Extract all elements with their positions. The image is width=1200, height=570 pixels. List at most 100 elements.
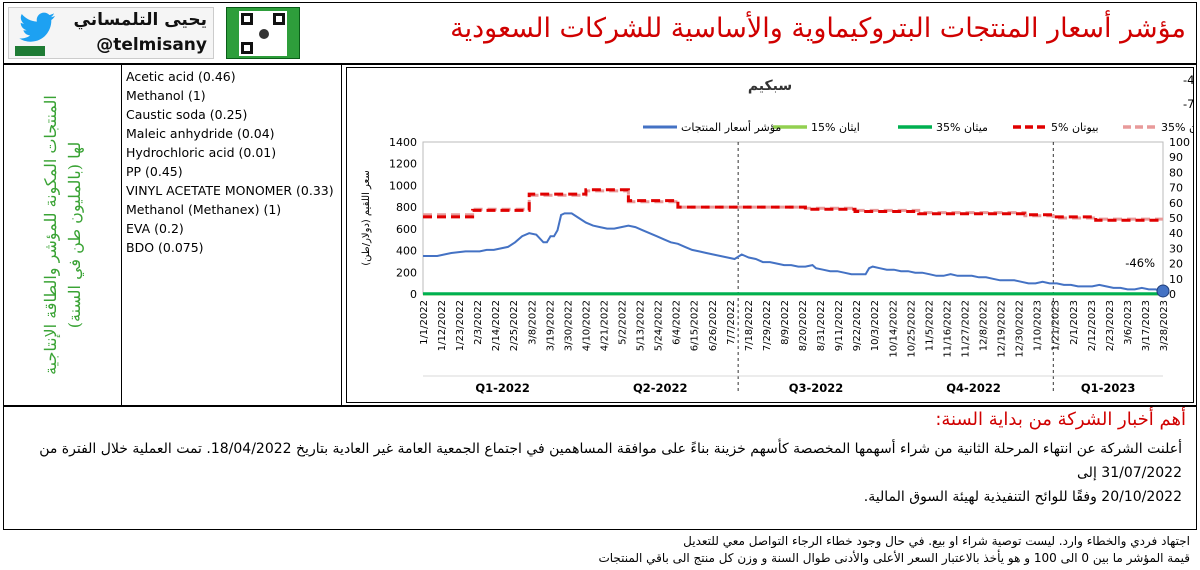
y2-tick-label: 20 <box>1169 258 1183 271</box>
quarter-label: Q1-2023 <box>1081 381 1136 395</box>
brand-banner[interactable]: يحيى التلمساني @telmisany <box>8 7 214 59</box>
x-tick-label: 5/2/2022 <box>618 300 629 345</box>
y-tick-label: 400 <box>396 245 417 258</box>
series-line-index <box>423 212 1163 292</box>
legend-label-butane: بيوتان %5 <box>1051 121 1099 134</box>
products-list: Acetic acid (0.46) Methanol (1) Caustic … <box>122 65 342 405</box>
x-tick-label: 5/13/2022 <box>636 300 647 351</box>
x-tick-label: 10/25/2022 <box>906 300 917 358</box>
legend-label-propane: بروبان %35 <box>1161 121 1193 134</box>
product-item: Hydrochloric acid (0.01) <box>126 145 277 160</box>
series-line-butane <box>423 188 1163 222</box>
x-tick-label: 2/23/2023 <box>1105 300 1116 351</box>
legend-label-index: مؤشر أسعار المنتجات <box>681 120 781 134</box>
x-tick-label: 11/16/2022 <box>942 300 953 358</box>
x-tick-label: 2/12/2023 <box>1087 300 1098 351</box>
side-label-text: المنتجات المكونة للمؤشر والطاقة الإنتاجي… <box>40 95 84 375</box>
x-tick-label: 10/3/2022 <box>870 300 881 351</box>
y2-tick-label: 80 <box>1169 166 1183 179</box>
x-tick-label: 3/19/2022 <box>545 300 556 351</box>
y2-tick-label: 0 <box>1169 288 1176 301</box>
y-tick-label: 600 <box>396 223 417 236</box>
product-item: VINYL ACETATE MONOMER (0.33) <box>126 183 334 198</box>
x-tick-label: 3/6/2023 <box>1123 300 1134 345</box>
x-tick-label: 2/1/2023 <box>1069 300 1080 345</box>
x-tick-label: 1/12/2022 <box>437 300 448 351</box>
y-tick-label: 800 <box>396 201 417 214</box>
y-tick-label: 1200 <box>389 158 417 171</box>
main-panel: المنتجات المكونة للمؤشر والطاقة الإنتاجي… <box>3 64 1200 406</box>
y2-tick-label: 50 <box>1169 212 1183 225</box>
product-item: Methanol (Methanex) (1) <box>126 202 282 217</box>
x-tick-label: 1/21/2023 <box>1051 300 1062 351</box>
y-tick-label: 0 <box>410 288 417 301</box>
product-item: Methanol (1) <box>126 88 206 103</box>
product-item: PP (0.45) <box>126 164 183 179</box>
product-item: Maleic anhydride (0.04) <box>126 126 275 141</box>
plot-area <box>422 141 1164 295</box>
x-tick-label: 8/31/2022 <box>816 300 827 351</box>
x-tick-label: 7/7/2022 <box>726 300 737 345</box>
legend-label-methane: ميثان %35 <box>936 121 988 134</box>
x-tick-label: 6/26/2022 <box>708 300 719 351</box>
series-end-point-index <box>1156 284 1170 298</box>
brand-name: يحيى التلمساني <box>73 10 207 30</box>
y2-tick-label: 90 <box>1169 151 1183 164</box>
y-tick-label: 1000 <box>389 179 417 192</box>
x-tick-label: 6/15/2022 <box>690 300 701 351</box>
brand-handle[interactable]: @telmisany <box>96 35 207 55</box>
header: يحيى التلمساني @telmisany مؤشر أسعار الم… <box>3 2 1197 64</box>
quarter-label: Q2-2022 <box>633 381 688 395</box>
y2-tick-label: 30 <box>1169 242 1183 255</box>
product-item: EVA (0.2) <box>126 221 184 236</box>
x-tick-label: 4/21/2022 <box>599 300 610 351</box>
quarter-label: Q1-2022 <box>475 381 530 395</box>
disclaimer: اجتهاد فردي والخطاء وارد. ليست توصية شرا… <box>683 534 1190 548</box>
news-body: أعلنت الشركة عن انتهاء المرحلة الثانية م… <box>32 437 1182 509</box>
end-value-label: -46% <box>1125 256 1155 270</box>
x-tick-label: 10/14/2022 <box>888 300 899 358</box>
change-qoq-label: التغيير عن الربع السابق %46- <box>1183 73 1193 88</box>
index-note: قيمة المؤشر ما بين 0 الى 100 و هو يأخذ ب… <box>598 551 1190 565</box>
chart-title: سبكيم <box>748 78 792 94</box>
page-title: مؤشر أسعار المنتجات البتروكيماوية والأسا… <box>450 13 1186 44</box>
x-tick-label: 5/24/2022 <box>654 300 665 351</box>
x-tick-label: 11/5/2022 <box>924 300 935 351</box>
qr-code-icon[interactable] <box>226 7 300 59</box>
chart-container: سبكيم التغيير عن الربع السابق %46- التغيير… <box>346 67 1200 403</box>
x-tick-label: 1/1/2022 <box>419 300 430 345</box>
x-tick-label: 4/10/2022 <box>581 300 592 351</box>
x-tick-label: 9/22/2022 <box>852 300 863 351</box>
x-tick-label: 11/27/2022 <box>960 300 971 358</box>
y2-tick-label: 40 <box>1169 227 1183 240</box>
x-tick-label: 3/17/2023 <box>1141 300 1152 351</box>
x-tick-label: 6/4/2022 <box>672 300 683 345</box>
legend-label-ethane: ايثان %15 <box>811 121 860 134</box>
y-tick-label: 200 <box>396 266 417 279</box>
x-tick-label: 8/20/2022 <box>798 300 809 351</box>
news-line: أعلنت الشركة عن انتهاء المرحلة الثانية م… <box>39 441 1182 481</box>
x-tick-label: 3/28/2023 <box>1159 300 1170 351</box>
x-tick-label: 12/8/2022 <box>979 300 990 351</box>
x-tick-label: 2/3/2022 <box>473 300 484 345</box>
product-item: Caustic soda (0.25) <box>126 107 248 122</box>
news-panel: أهم أخبار الشركة من بداية السنة: أعلنت ا… <box>3 406 1197 530</box>
x-tick-label: 12/19/2022 <box>997 300 1008 358</box>
news-line: 20/10/2022 وفقًا للوائح التنفيذية لهيئة … <box>863 489 1182 505</box>
x-tick-label: 8/9/2022 <box>780 300 791 345</box>
x-tick-label: 7/29/2022 <box>762 300 773 351</box>
products-side-label: المنتجات المكونة للمؤشر والطاقة الإنتاجي… <box>4 65 122 405</box>
quarter-label: Q4-2022 <box>946 381 1001 395</box>
x-tick-label: 1/23/2022 <box>455 300 466 351</box>
y2-tick-label: 10 <box>1169 273 1183 286</box>
x-tick-label: 3/8/2022 <box>527 300 538 345</box>
y-axis-title: سعر اللقيم (دولار/طن) <box>361 170 372 266</box>
x-tick-label: 12/30/2022 <box>1015 300 1026 358</box>
twitter-bird-icon <box>19 12 55 42</box>
product-item: Acetic acid (0.46) <box>126 69 236 84</box>
quarter-label: Q3-2022 <box>789 381 844 395</box>
news-title: أهم أخبار الشركة من بداية السنة: <box>935 409 1186 430</box>
saudi-flag-icon <box>15 46 45 56</box>
y2-tick-label: 70 <box>1169 182 1183 195</box>
